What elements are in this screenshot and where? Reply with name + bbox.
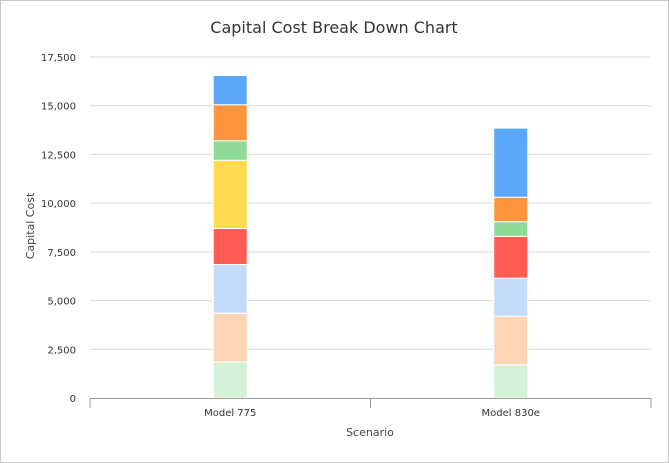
bar-segment [212,264,248,314]
bar-segment [493,235,529,279]
y-tick-label: 10,000 [41,199,76,210]
x-tick-label: Model 775 [204,408,256,419]
bar-segment [493,221,529,237]
y-tick-label: 7,500 [47,248,76,259]
y-axis-ticks: 0 2,500 5,000 7,500 10,000 12,500 15,000 17,500 [41,53,76,405]
gridlines [90,56,651,350]
x-tick-label: Model 830e [482,408,540,419]
y-axis-label: Capital Cost [24,192,37,259]
bar-segment [493,277,529,317]
y-tick-label: 17,500 [41,53,76,64]
bar-segment [493,315,529,366]
bar-segment [212,361,248,399]
bar-segment [212,140,248,161]
bar-segment [212,75,248,106]
y-tick-label: 5,000 [47,297,76,308]
x-axis: Model 775 Model 830e [89,398,652,419]
bar-segment [493,196,529,223]
y-tick-label: 12,500 [41,150,76,161]
bar-segment [493,364,529,399]
chart-title: Capital Cost Break Down Chart [210,18,457,37]
bar-segment [493,127,529,198]
bars [212,75,529,399]
y-tick-label: 15,000 [41,102,76,113]
bar-segment [212,227,248,266]
bar-segment [212,159,248,229]
y-tick-label: 0 [70,394,76,405]
x-axis-label: Scenario [346,426,394,439]
bar-segment [212,104,248,142]
y-tick-label: 2,500 [47,345,76,356]
bar-segment [212,312,248,363]
